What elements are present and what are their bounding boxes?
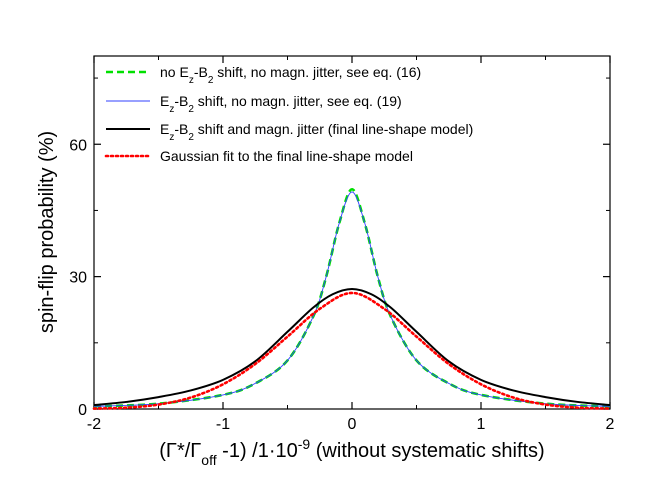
x-tick-label: -1 — [216, 416, 230, 433]
legend-text-part: z — [189, 75, 194, 86]
legend-text-part: -B — [174, 93, 188, 109]
series-line-1 — [93, 187, 611, 408]
legend-text-part: 2 — [208, 75, 214, 86]
legend-entry-4: Gaussian fit to the final line-shape mod… — [160, 148, 413, 164]
legend-text-part: -B — [194, 64, 208, 80]
series-line-4 — [92, 291, 612, 410]
legend-text-part: 2 — [188, 104, 194, 115]
legend-text-part: Gaussian fit to the final line-shape mod… — [160, 148, 413, 164]
legend-entry-1: no Ez-B2 shift, no magn. jitter, see eq.… — [160, 64, 421, 86]
x-tick-label: -2 — [87, 416, 101, 433]
legend-text-part: -B — [174, 121, 188, 137]
x-label-part: off — [201, 452, 216, 468]
legend-text-part: no E — [160, 64, 189, 80]
legend-text-part: E — [160, 93, 169, 109]
legend-text-part: 2 — [188, 132, 194, 143]
legend-text-part: shift, no magn. jitter, see eq. (16) — [213, 64, 421, 80]
legend-text-part: shift, no magn. jitter, see eq. (19) — [194, 93, 402, 109]
legend-text-part: z — [169, 104, 174, 115]
x-tick-label: 0 — [348, 416, 357, 433]
x-label-part: -9 — [298, 436, 311, 452]
x-label-part: (Γ*/Γ — [159, 440, 201, 462]
y-tick-label: 30 — [69, 270, 87, 287]
legend-entry-2: Ez-B2 shift, no magn. jitter, see eq. (1… — [160, 93, 402, 115]
x-label-part: (without systematic shifts) — [310, 440, 545, 462]
y-tick-label: 0 — [78, 402, 87, 419]
legend-text-part: E — [160, 121, 169, 137]
x-tick-label: 2 — [606, 416, 615, 433]
series-line-3 — [93, 287, 611, 407]
x-label-part: -1) /1·10 — [217, 440, 298, 462]
legend-entry-3: Ez-B2 shift and magn. jitter (final line… — [160, 121, 473, 143]
x-tick-label: 1 — [477, 416, 486, 433]
y-tick-label: 60 — [69, 137, 87, 154]
legend-text-part: z — [169, 132, 174, 143]
y-axis-label: spin-flip probability (%) — [36, 131, 58, 333]
x-axis-label: (Γ*/Γoff -1) /1·10-9 (without systematic… — [159, 436, 544, 468]
series-line-2 — [93, 191, 611, 407]
legend-text-part: shift and magn. jitter (final line-shape… — [194, 121, 473, 137]
